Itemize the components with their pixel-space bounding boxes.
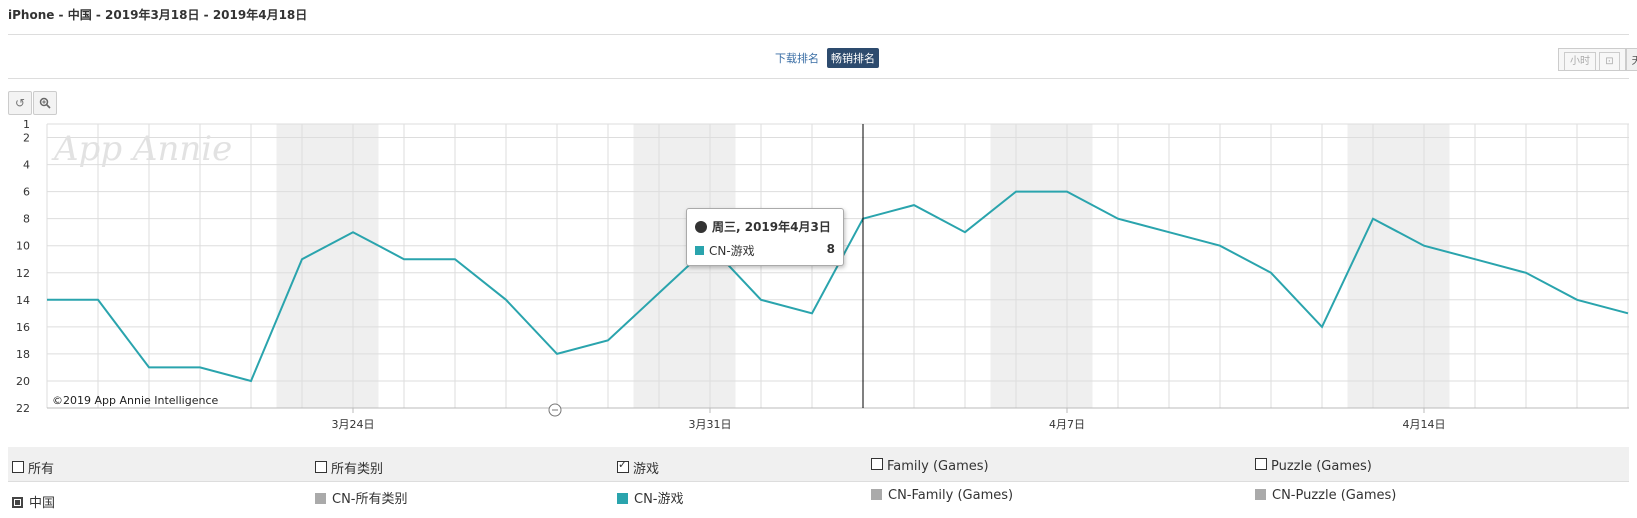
x-tick-label: 3月24日 <box>332 418 375 431</box>
header-divider <box>8 34 1629 35</box>
legend-series-cn-puzzle[interactable]: CN-Puzzle (Games) <box>1255 488 1396 503</box>
rank-chart: App Annie 12 4 6 8 10 12 14 16 18 20 22 3月24日 3月31日… <box>16 118 1629 431</box>
chart-credit: ©2019 App Annie Intelligence <box>52 394 219 407</box>
filter-all-categories[interactable]: 所有类别 <box>315 458 383 477</box>
tooltip-series-label: CN-游戏 <box>709 244 755 258</box>
filter-games-label: 游戏 <box>633 462 660 477</box>
horizontal-gridlines <box>47 123 1629 409</box>
legend-swatch-cn-games <box>617 493 628 504</box>
globe-icon <box>695 221 707 233</box>
filter-row <box>8 447 1629 481</box>
legend-series-cn-all-label: CN-所有类别 <box>332 492 408 507</box>
y-tick-label: 6 <box>23 186 30 199</box>
weekend-band <box>1347 124 1450 408</box>
filter-all-checkbox[interactable] <box>12 461 24 473</box>
legend-series-china[interactable]: 中国 <box>12 492 55 511</box>
legend-series-cn-games-label: CN-游戏 <box>634 492 684 507</box>
chart-watermark: App Annie <box>51 129 232 169</box>
tooltip-date-label: 周三, 2019年4月3日 <box>712 220 831 234</box>
legend-series-cn-family-label: CN-Family (Games) <box>888 488 1014 503</box>
filter-puzzle-games[interactable]: Puzzle (Games) <box>1255 458 1372 474</box>
tooltip-series: CN-游戏 <box>695 242 755 259</box>
y-tick-label: 1 <box>23 118 30 131</box>
y-tick-label: 2 <box>23 132 30 145</box>
weekend-band <box>633 124 736 408</box>
legend-series-cn-games[interactable]: CN-游戏 <box>617 488 684 507</box>
legend-swatch-cn-family <box>871 489 882 500</box>
legend-swatch-china <box>12 497 23 508</box>
legend-swatch-cn-puzzle <box>1255 489 1266 500</box>
legend-series-cn-family[interactable]: CN-Family (Games) <box>871 488 1013 503</box>
filter-family-games[interactable]: Family (Games) <box>871 458 989 474</box>
zoom-icon <box>39 97 51 109</box>
legend-swatch-cn-all <box>315 493 326 504</box>
x-tick-label: 4月7日 <box>1049 418 1085 431</box>
filter-family-games-label: Family (Games) <box>887 459 989 474</box>
weekend-bands <box>276 124 1450 408</box>
granularity-toggle: 小时 ⊡ 天 <box>1558 48 1637 71</box>
x-tick-label: 4月14日 <box>1403 418 1446 431</box>
y-tick-label: 22 <box>16 402 30 415</box>
zoom-button[interactable] <box>33 91 57 115</box>
undo-icon: ↺ <box>14 96 26 110</box>
legend-series-cn-all[interactable]: CN-所有类别 <box>315 488 408 507</box>
filter-all[interactable]: 所有 <box>12 458 54 477</box>
y-tick-label: 14 <box>16 294 30 307</box>
legend-series-china-label: 中国 <box>29 496 56 511</box>
granularity-hour-label: 小时 <box>1564 52 1596 71</box>
filter-family-games-checkbox[interactable] <box>871 458 883 470</box>
series-line-cn-games <box>47 190 1629 383</box>
legend-divider <box>8 481 1629 482</box>
ranking-tabs: 下载排名 畅销排名 <box>771 48 879 68</box>
chart-tooltip: 周三, 2019年4月3日 CN-游戏 8 <box>686 208 844 266</box>
x-tick-label: 3月31日 <box>689 418 732 431</box>
y-tick-label: 18 <box>16 348 30 361</box>
reset-zoom-button[interactable]: ↺ <box>8 91 32 115</box>
toolbar-divider <box>8 78 1629 79</box>
weekend-band <box>990 124 1093 408</box>
vertical-gridlines <box>46 124 1629 408</box>
y-tick-label: 4 <box>23 159 30 172</box>
legend-series-cn-puzzle-label: CN-Puzzle (Games) <box>1272 488 1397 503</box>
filter-all-categories-label: 所有类别 <box>331 462 384 477</box>
filter-games[interactable]: 游戏 <box>617 458 659 477</box>
filter-all-categories-checkbox[interactable] <box>315 461 327 473</box>
lock-icon: ⊡ <box>1599 52 1620 71</box>
y-tick-label: 16 <box>16 321 30 334</box>
tab-downloads[interactable]: 下载排名 <box>775 52 819 65</box>
y-tick-label: 10 <box>16 240 30 253</box>
tooltip-swatch <box>695 246 704 255</box>
filter-all-label: 所有 <box>28 462 55 477</box>
filter-puzzle-games-label: Puzzle (Games) <box>1271 459 1372 474</box>
granularity-day-button[interactable]: 天 <box>1625 48 1637 71</box>
y-tick-label: 20 <box>16 375 30 388</box>
filter-puzzle-games-checkbox[interactable] <box>1255 458 1267 470</box>
tab-grossing[interactable]: 畅销排名 <box>827 48 879 68</box>
y-tick-label: 8 <box>23 213 30 226</box>
x-axis-tick-labels: 3月24日 3月31日 4月7日 4月14日 <box>332 408 1446 431</box>
navigator-handle[interactable] <box>548 403 562 417</box>
tooltip-value: 8 <box>826 242 835 256</box>
y-tick-label: 12 <box>16 267 30 280</box>
filter-games-checkbox[interactable] <box>617 458 629 473</box>
page-title: iPhone - 中国 - 2019年3月18日 - 2019年4月18日 <box>8 8 308 22</box>
tooltip-date: 周三, 2019年4月3日 <box>695 218 831 235</box>
weekend-band <box>276 124 379 408</box>
y-axis-tick-labels: 12 4 6 8 10 12 14 16 18 20 22 <box>16 118 30 415</box>
granularity-hour-button[interactable]: 小时 ⊡ <box>1558 48 1626 71</box>
